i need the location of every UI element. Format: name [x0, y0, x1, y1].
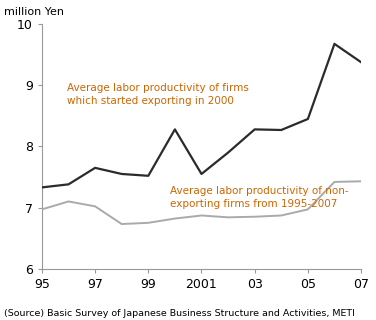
Text: (Source) Basic Survey of Japanese Business Structure and Activities, METI: (Source) Basic Survey of Japanese Busine…: [4, 309, 355, 318]
Text: million Yen: million Yen: [4, 7, 64, 17]
Text: Average labor productivity of firms
which started exporting in 2000: Average labor productivity of firms whic…: [67, 83, 249, 106]
Text: Average labor productivity of non-
exporting firms from 1995-2007: Average labor productivity of non- expor…: [170, 186, 348, 209]
